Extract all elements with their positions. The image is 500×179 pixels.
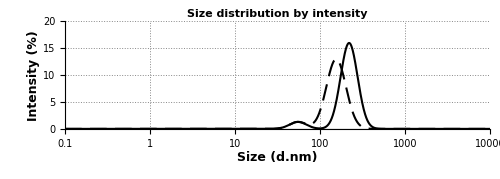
X-axis label: Size (d.nm): Size (d.nm)	[238, 151, 318, 164]
Title: Size distribution by intensity: Size distribution by intensity	[187, 9, 368, 19]
Y-axis label: Intensity (%): Intensity (%)	[27, 30, 40, 120]
